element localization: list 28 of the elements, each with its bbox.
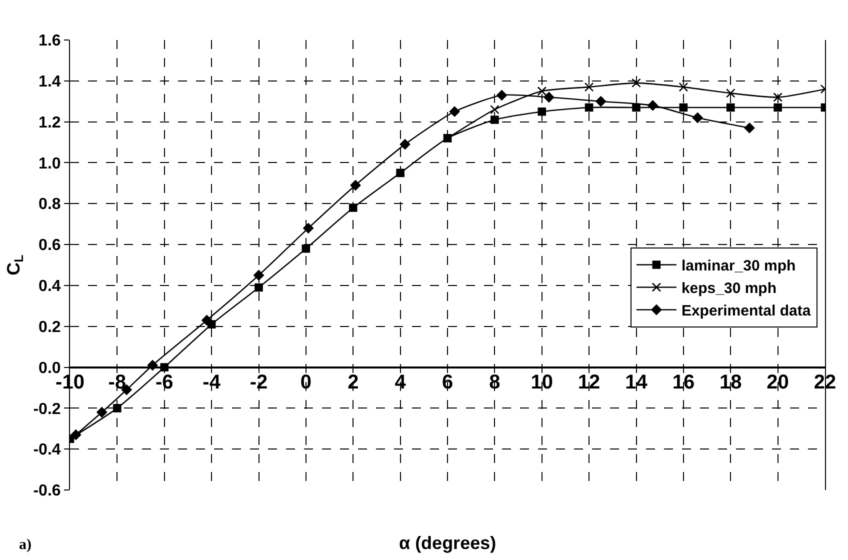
x-tick-label: 4 (394, 371, 407, 394)
x-tick-label: 6 (442, 371, 454, 394)
x-tick-label: 8 (489, 371, 500, 394)
x-tick-label: 12 (578, 371, 600, 394)
x-axis-title: α (degrees) (399, 533, 496, 553)
y-tick-label: 0.8 (38, 196, 61, 214)
y-tick-label: 1.4 (38, 74, 61, 91)
y-tick-label: 0.6 (38, 237, 61, 254)
x-tick-label: 0 (300, 371, 312, 394)
x-tick-label: 18 (720, 371, 742, 394)
x-tick-label: 14 (625, 371, 648, 394)
y-tick-label: 0.4 (38, 278, 61, 296)
y-tick-label: 1.6 (38, 32, 61, 50)
x-tick-label: 10 (530, 371, 554, 394)
x-tick-label: -4 (202, 371, 222, 394)
x-tick-label: 16 (672, 371, 695, 394)
y-tick-label: -0.2 (33, 400, 61, 418)
legend-label: keps_30 mph (681, 280, 776, 298)
y-tick-label: 1.2 (38, 114, 61, 132)
legend-label: Experimental data (681, 302, 812, 320)
text: a) (19, 537, 32, 553)
y-tick-label: 0.0 (38, 360, 61, 377)
x-tick-label: 20 (766, 371, 789, 394)
y-tick-label: -0.6 (33, 482, 61, 500)
y-tick-label: 0.2 (38, 318, 61, 336)
legend-label: laminar_30 mph (681, 258, 796, 275)
y-tick-label: 1.0 (38, 155, 61, 172)
y-tick-label: -0.4 (33, 442, 61, 459)
